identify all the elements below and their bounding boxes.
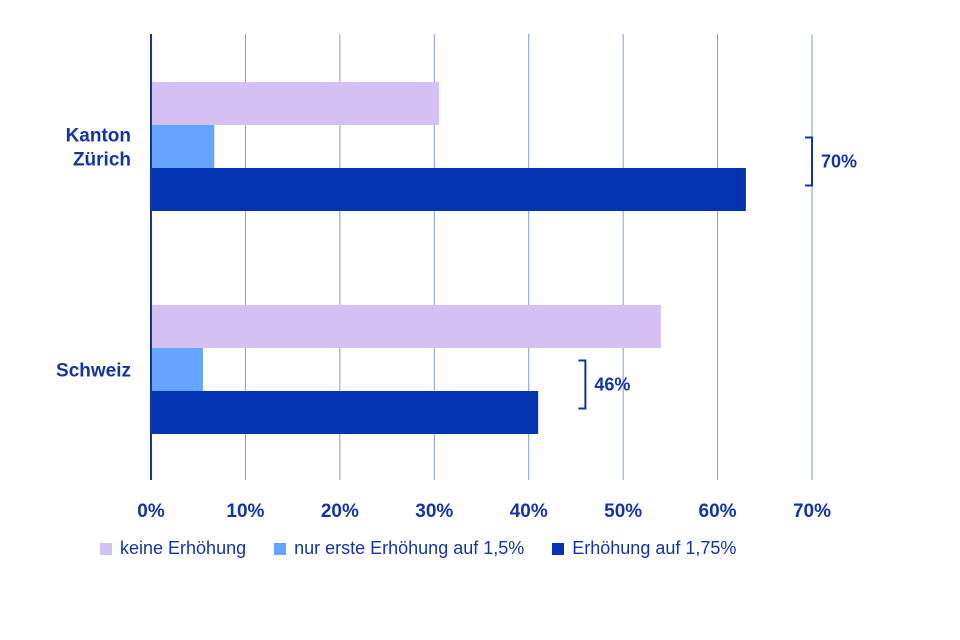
x-tick-label-70: 70% [793, 501, 831, 522]
category-label-1-0: Schweiz [56, 361, 131, 382]
annotation-bracket-0 [805, 136, 813, 187]
x-tick-label-30: 30% [415, 501, 453, 522]
bar-0-2 [151, 168, 746, 211]
bar-0-0 [151, 82, 440, 125]
bar-1-2 [151, 391, 539, 434]
legend: keine Erhöhung nur erste Erhöhung auf 1,5… [100, 538, 736, 559]
category-label-0-0: Kanton [66, 126, 131, 147]
annotation-bracket-1 [578, 359, 587, 410]
x-tick-label-50: 50% [604, 501, 642, 522]
legend-label-1: nur erste Erhöhung auf 1,5% [294, 538, 525, 558]
legend-swatch-0 [100, 542, 112, 555]
category-label-0-1: Zürich [73, 150, 131, 171]
legend-item-2: Erhöhung auf 1,75% [552, 538, 736, 559]
bar-0-1 [151, 125, 215, 168]
x-tick-label-60: 60% [699, 501, 737, 522]
legend-swatch-2 [552, 542, 565, 555]
x-tick-label-40: 40% [510, 501, 548, 522]
legend-item-0: keine Erhöhung [100, 538, 246, 559]
annotation-label-0: 70% [821, 152, 857, 172]
bar-1-1 [151, 348, 203, 391]
legend-label-0: keine Erhöhung [120, 538, 247, 558]
x-tick-label-10: 10% [226, 501, 264, 522]
x-tick-label-20: 20% [321, 501, 359, 522]
bar-1-0 [151, 305, 661, 348]
legend-item-1: nur erste Erhöhung auf 1,5% [274, 538, 524, 559]
legend-swatch-1 [274, 542, 287, 555]
x-tick-label-0: 0% [137, 501, 165, 522]
legend-label-2: Erhöhung auf 1,75% [572, 538, 737, 558]
annotation-label-1: 46% [594, 375, 630, 395]
